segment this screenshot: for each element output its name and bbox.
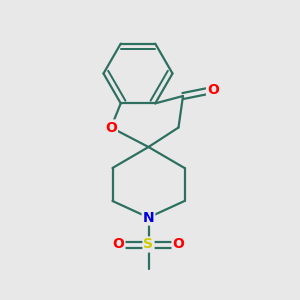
Text: O: O	[207, 83, 219, 97]
Text: N: N	[143, 211, 154, 224]
Text: O: O	[112, 238, 124, 251]
Text: O: O	[172, 238, 184, 251]
Text: O: O	[105, 121, 117, 134]
Text: S: S	[143, 238, 154, 251]
